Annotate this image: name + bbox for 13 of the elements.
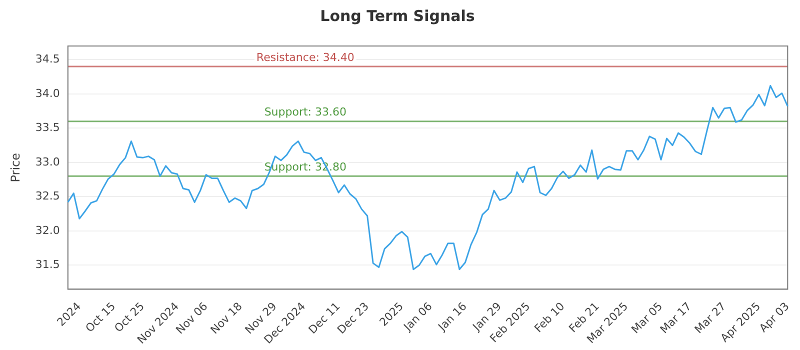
y-tick-label: 34.5 [35,52,60,66]
x-tick-label: Jan 16 [435,300,470,334]
y-axis-title: Price [8,152,22,182]
y-tick-label: 31.5 [35,258,60,272]
y-tick-label: 32.5 [35,190,60,203]
x-tick-label: Feb 10 [532,300,568,336]
chart-title: Long Term Signals [320,6,475,25]
y-tick-label: 34.0 [35,86,60,100]
ref-line-label: Resistance: 34.40 [256,50,354,64]
y-tick-label: 32.0 [35,224,60,237]
ref-line-label: Support: 33.60 [264,106,347,119]
y-tick-label: 33.0 [35,155,60,168]
y-tick-label: 33.5 [35,121,60,134]
